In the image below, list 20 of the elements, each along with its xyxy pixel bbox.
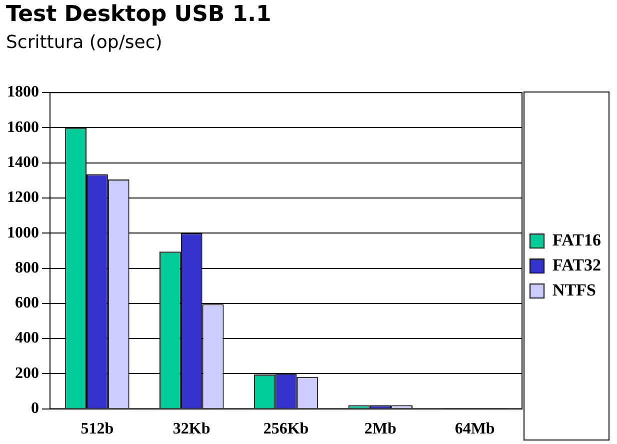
x-tick-label: 64Mb bbox=[454, 420, 495, 438]
chart-title: Test Desktop USB 1.1 bbox=[6, 2, 272, 27]
chart-subtitle: Scrittura (op/sec) bbox=[6, 32, 162, 53]
legend-label: FAT16 bbox=[552, 230, 602, 250]
x-tick-label: 512b bbox=[80, 420, 114, 438]
x-tick-label: 256Kb bbox=[263, 420, 309, 438]
y-tick-label: 0 bbox=[31, 400, 39, 417]
x-tick-label: 2Mb bbox=[364, 420, 397, 438]
y-tick-label: 800 bbox=[15, 259, 39, 276]
y-tick-label: 1400 bbox=[7, 154, 39, 172]
y-tick-label: 1800 bbox=[7, 84, 39, 101]
legend-label: NTFS bbox=[552, 280, 596, 300]
y-tick-label: 600 bbox=[15, 294, 39, 312]
y-tick-label: 1200 bbox=[7, 189, 39, 206]
x-tick-label: 32Kb bbox=[172, 420, 210, 438]
y-tick-label: 1000 bbox=[7, 224, 39, 242]
y-tick-label: 400 bbox=[15, 330, 39, 347]
y-tick-label: 200 bbox=[15, 364, 39, 382]
legend-label: FAT32 bbox=[552, 255, 602, 274]
y-tick-label: 1600 bbox=[7, 118, 39, 136]
